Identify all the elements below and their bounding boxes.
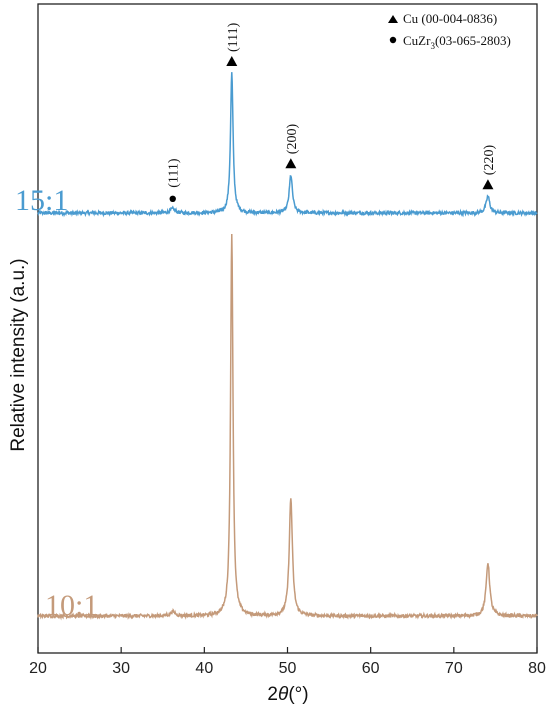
x-axis-title: 2θ(°) bbox=[267, 684, 308, 705]
legend-entry-cu: Cu (00-004-0836) bbox=[403, 11, 497, 26]
x-tick-label: 20 bbox=[29, 660, 47, 677]
legend-circle-marker bbox=[389, 36, 397, 44]
legend-cuzr-subscript: 3 bbox=[430, 41, 435, 51]
legend: Cu (00-004-0836) CuZr3(03-065-2803) bbox=[388, 11, 511, 51]
series-line-15-1 bbox=[37, 72, 538, 218]
legend-cuzr-tail: (03-065-2803) bbox=[435, 33, 511, 48]
cu-peak-triangle-marker bbox=[226, 56, 238, 66]
peak-label: (200) bbox=[285, 124, 300, 155]
series-line-10-1 bbox=[37, 233, 538, 621]
x-axis-title-prefix: 2 bbox=[267, 684, 278, 705]
peak-label: (111) bbox=[226, 22, 241, 52]
x-tick-layer: 20 30 40 50 60 70 80 bbox=[29, 647, 546, 677]
x-tick-label: 70 bbox=[445, 660, 463, 677]
x-tick-label: 80 bbox=[528, 660, 546, 677]
series-label-10-1: 10:1 bbox=[45, 589, 98, 622]
series-layer bbox=[37, 72, 538, 621]
cu-peak-triangle-marker bbox=[482, 179, 494, 190]
peak-label: (220) bbox=[482, 145, 497, 176]
plot-frame bbox=[37, 3, 538, 654]
x-axis-title-unit: (°) bbox=[288, 684, 308, 705]
y-axis-title: Relative intensity (a.u.) bbox=[8, 258, 29, 451]
cu-peak-triangle-marker bbox=[285, 158, 297, 169]
cuzr3-peak-circle-marker bbox=[169, 195, 176, 202]
x-tick-label: 30 bbox=[112, 660, 130, 677]
peak-label: (111) bbox=[167, 158, 182, 188]
x-axis-title-theta: θ bbox=[278, 684, 289, 705]
x-tick-label: 40 bbox=[195, 660, 213, 677]
plot-area: (111) (111) (200) (220) 20 30 40 50 60 70 80 bbox=[29, 3, 546, 677]
x-tick-label: 50 bbox=[279, 660, 297, 677]
peak-annotation-layer: (111) (111) (200) (220) bbox=[167, 22, 497, 202]
series-label-15-1: 15:1 bbox=[15, 184, 68, 217]
legend-triangle-marker bbox=[388, 15, 398, 23]
legend-entry-cuzr3: CuZr3(03-065-2803) bbox=[403, 33, 511, 51]
legend-cuzr-main: CuZr bbox=[403, 33, 431, 48]
x-tick-label: 60 bbox=[362, 660, 380, 677]
